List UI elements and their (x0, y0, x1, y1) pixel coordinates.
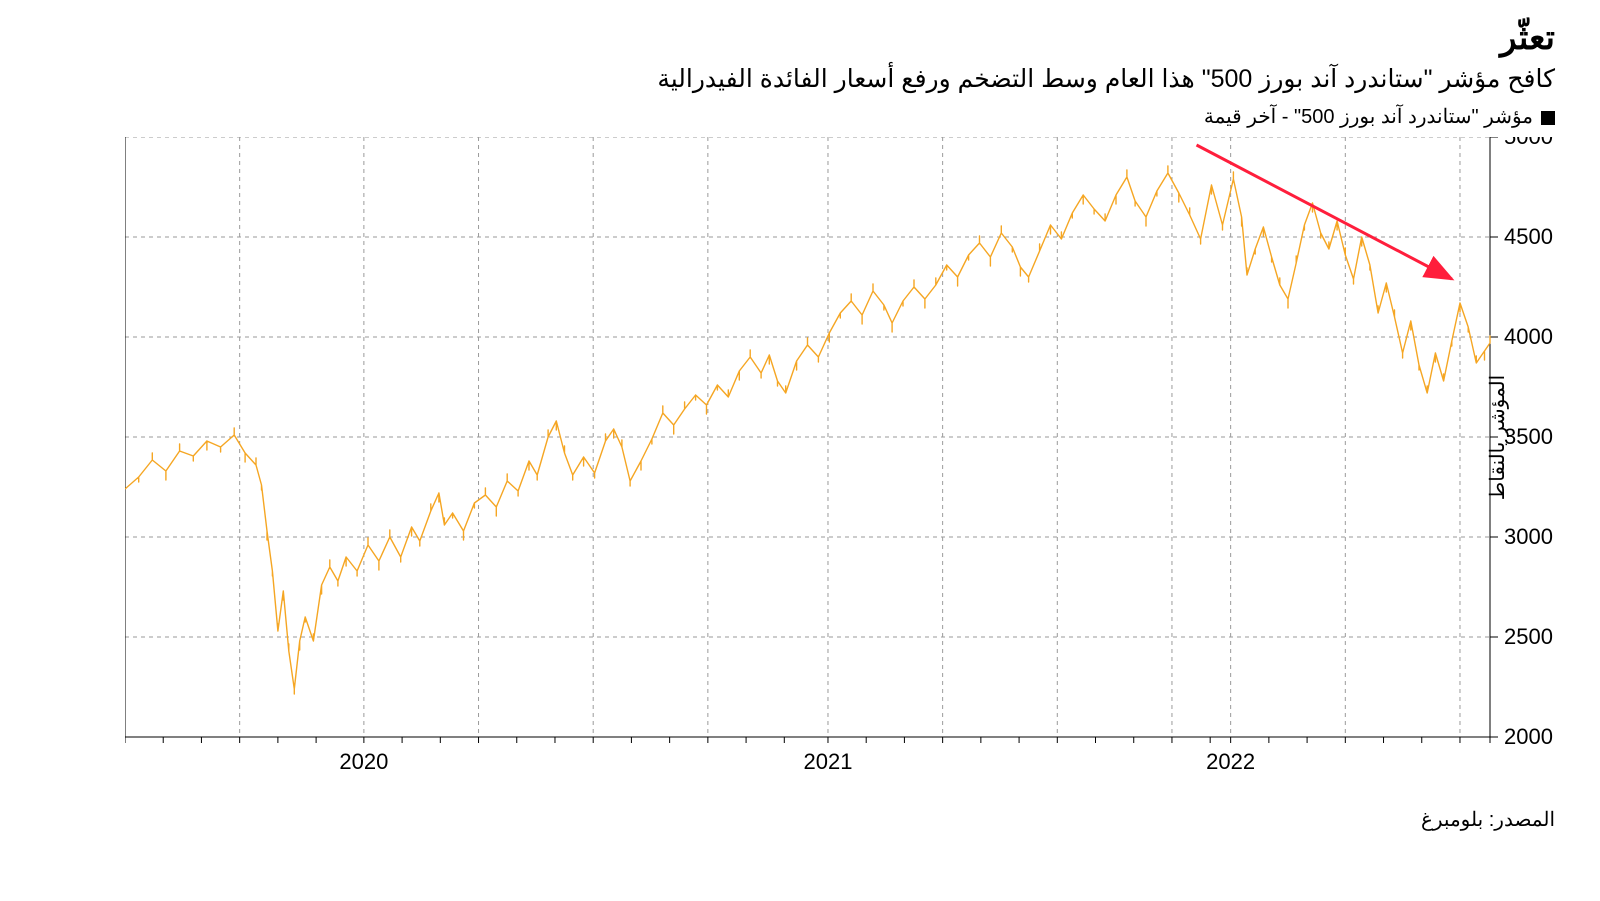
chart-svg: 2000 2500 3000 3500 4000 4500 5000 2020 2021 2022 (125, 137, 1555, 797)
svg-text:2020: 2020 (339, 749, 388, 774)
svg-text:4000: 4000 (1504, 324, 1553, 349)
svg-text:5000: 5000 (1504, 137, 1553, 149)
legend: مؤشر "ستاندرد آند بورز 500" - آخر قيمة (45, 104, 1555, 129)
legend-text: مؤشر "ستاندرد آند بورز 500" - آخر قيمة (1204, 106, 1533, 128)
chart-plot-area: 2000 2500 3000 3500 4000 4500 5000 2020 2021 2022… (45, 137, 1555, 797)
svg-text:2022: 2022 (1206, 749, 1255, 774)
svg-text:2000: 2000 (1504, 724, 1553, 749)
svg-text:2021: 2021 (803, 749, 852, 774)
svg-text:3500: 3500 (1504, 424, 1553, 449)
svg-text:3000: 3000 (1504, 524, 1553, 549)
svg-text:2500: 2500 (1504, 624, 1553, 649)
svg-text:4500: 4500 (1504, 224, 1553, 249)
chart-container: تعثّر كافح مؤشر "ستاندرد آند بورز 500" ه… (0, 0, 1600, 901)
y-axis-title: المؤشر بالنقاط (1485, 375, 1510, 500)
legend-swatch (1541, 111, 1555, 125)
chart-source: المصدر: بلومبرغ (45, 807, 1555, 832)
chart-subtitle: كافح مؤشر "ستاندرد آند بورز 500" هذا الع… (45, 64, 1555, 94)
chart-title: تعثّر (45, 18, 1555, 58)
